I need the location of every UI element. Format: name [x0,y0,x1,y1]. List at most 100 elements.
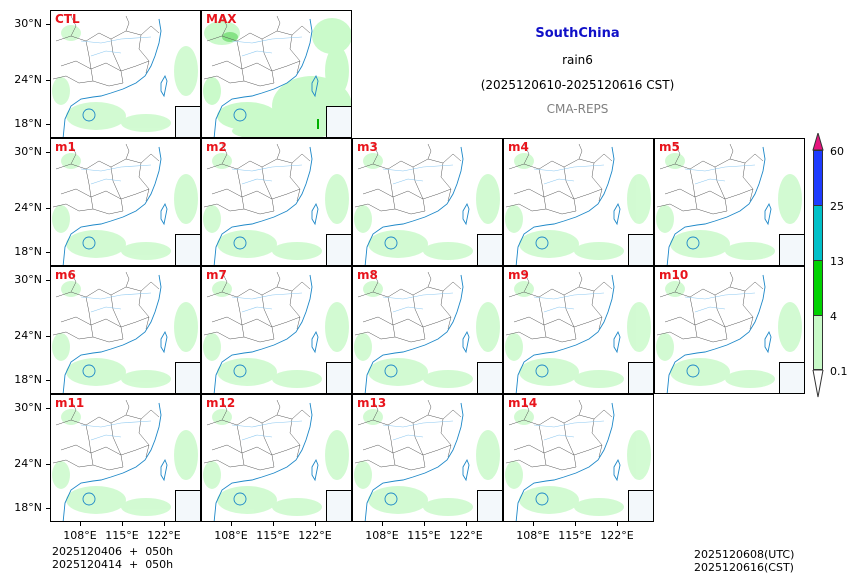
lon-tick-mark [80,522,81,526]
panel-label: m2 [206,140,227,154]
model-title: CMA-REPS [546,102,609,116]
lat-tick-mark [46,336,50,337]
south-china-sea-inset [175,362,200,393]
map-canvas [52,399,198,521]
title-block: SouthChina rain6 (2025120610-2025120616 … [455,20,700,120]
south-china-sea-inset [477,234,502,265]
map-panel-m1: m1 [50,138,201,266]
south-china-sea-inset [326,234,351,265]
lat-tick-label: 24°N [14,201,42,214]
lat-tick-mark [46,152,50,153]
map-canvas [354,143,500,265]
lon-tick-mark [273,522,274,526]
south-china-sea-inset [477,362,502,393]
lat-tick-label: 18°N [14,117,42,130]
map-panel-m4: m4 [503,138,654,266]
map-panel-m6: m6 [50,266,201,394]
lon-tick-mark [382,522,383,526]
colorbar-segment-25-60 [813,150,823,205]
map-panel-m12: m12 [201,394,352,522]
panel-label: m4 [508,140,529,154]
map-panel-m2: m2 [201,138,352,266]
lat-tick-mark [46,124,50,125]
map-canvas [656,271,802,393]
colorbar-label-0.1: 0.1 [830,365,848,378]
map-canvas [203,143,349,265]
init-line-cst: 2025120414 + 050h [52,558,174,571]
panel-label: m11 [55,396,85,410]
south-china-sea-inset [326,362,351,393]
init-line-utc: 2025120406 + 050h [52,545,174,558]
colorbar-segment-4-13 [813,260,823,315]
panel-label: m1 [55,140,76,154]
lat-tick-mark [46,280,50,281]
lat-tick-label: 24°N [14,329,42,342]
lon-tick-mark [164,522,165,526]
lat-tick-label: 30°N [14,273,42,286]
panel-label: m7 [206,268,227,282]
map-canvas [52,271,198,393]
panel-label: m5 [659,140,680,154]
panel-label: m3 [357,140,378,154]
map-panel-ctl: CTL [50,10,201,138]
panel-label: m8 [357,268,378,282]
lon-tick-mark [231,522,232,526]
valid-time-footer: 2025120608(UTC) 2025120616(CST) [694,548,794,574]
lon-tick-mark [424,522,425,526]
lat-tick-label: 18°N [14,501,42,514]
map-panel-m3: m3 [352,138,503,266]
lon-tick-label: 115°E [256,529,290,542]
map-panel-m8: m8 [352,266,503,394]
colorbar-over-arrow-icon [812,133,824,151]
lat-tick-label: 30°N [14,401,42,414]
south-china-sea-inset [628,234,653,265]
colorbar-label-13: 13 [830,255,844,268]
lon-tick-mark [575,522,576,526]
map-panel-m13: m13 [352,394,503,522]
lon-tick-mark [315,522,316,526]
south-china-sea-inset [477,490,502,521]
map-panel-max: MAX [201,10,352,138]
south-china-sea-inset [628,362,653,393]
lat-tick-label: 24°N [14,457,42,470]
map-panel-m5: m5 [654,138,805,266]
south-china-sea-inset [326,106,351,137]
south-china-sea-inset [628,490,653,521]
init-time-footer: 2025120406 + 050h 2025120414 + 050h [52,545,173,571]
lon-tick-label: 122°E [298,529,332,542]
lat-tick-mark [46,380,50,381]
region-title: SouthChina [535,26,620,41]
lon-tick-label: 115°E [407,529,441,542]
map-canvas [656,143,802,265]
lon-tick-label: 122°E [449,529,483,542]
map-canvas [52,143,198,265]
south-china-sea-inset [175,106,200,137]
lon-tick-label: 115°E [558,529,592,542]
panel-label: m12 [206,396,236,410]
map-panel-m7: m7 [201,266,352,394]
south-china-sea-inset [779,234,804,265]
lat-tick-label: 24°N [14,73,42,86]
south-china-sea-inset [175,490,200,521]
map-canvas [505,143,651,265]
map-canvas [203,271,349,393]
map-panel-m9: m9 [503,266,654,394]
map-panel-m11: m11 [50,394,201,522]
lat-tick-label: 30°N [14,17,42,30]
lon-tick-mark [533,522,534,526]
map-panel-m14: m14 [503,394,654,522]
lat-tick-label: 30°N [14,145,42,158]
map-canvas [354,399,500,521]
panel-label: MAX [206,12,237,26]
map-canvas [505,399,651,521]
lat-tick-label: 18°N [14,373,42,386]
lon-tick-label: 108°E [63,529,97,542]
colorbar-segment-13-25 [813,205,823,260]
lon-tick-mark [122,522,123,526]
panel-label: m13 [357,396,387,410]
valid-time-utc: 2025120608(UTC) [694,548,795,561]
south-china-sea-inset [175,234,200,265]
colorbar-under-arrow-icon [812,370,824,398]
colorbar-label-25: 25 [830,200,844,213]
lat-tick-label: 18°N [14,245,42,258]
